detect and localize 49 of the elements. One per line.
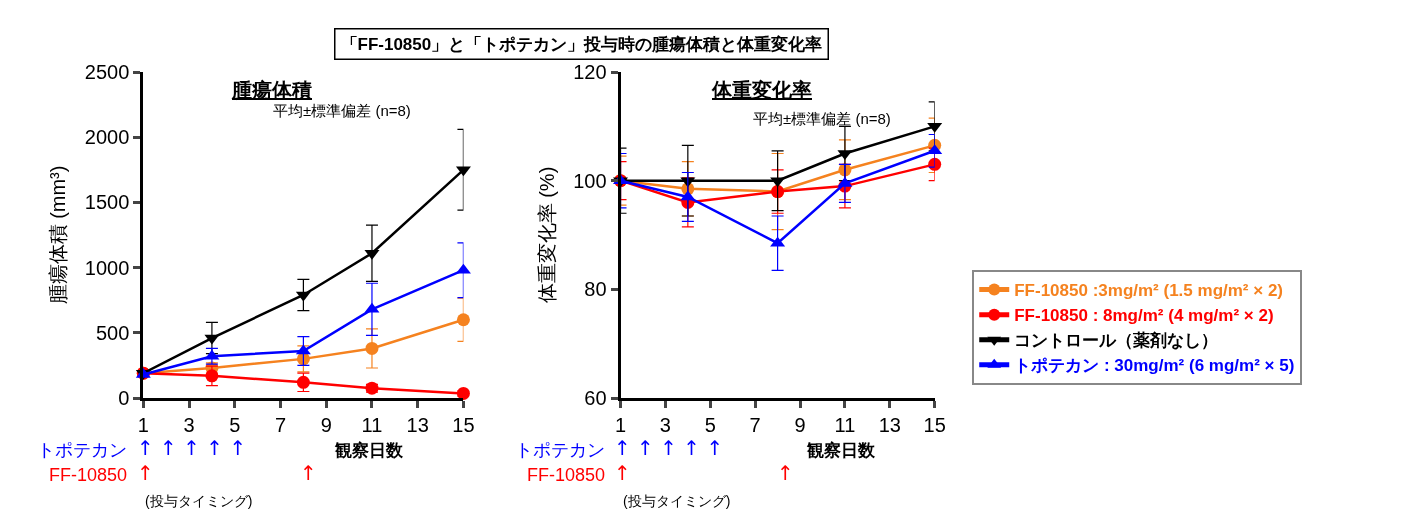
text: 平均±標準偏差 (n=8) <box>273 102 411 119</box>
text: トポテカン <box>37 440 127 460</box>
y-tick-label: 80 <box>584 278 607 301</box>
text: FF-10850 <box>49 465 128 485</box>
text: (投与タイミング) <box>623 493 731 509</box>
y-tick-label: 0 <box>118 387 130 409</box>
text: (投与タイミング) <box>145 493 253 509</box>
x-tick-label: 7 <box>749 414 761 436</box>
x-axis-title: 観察日数 <box>334 441 404 460</box>
x-tick-label: 1 <box>137 414 149 436</box>
x-tick-label: 9 <box>794 414 806 436</box>
x-tick-label: 11 <box>834 414 856 436</box>
x-tick-label: 5 <box>229 414 241 436</box>
legend-label: FF-10850 : 8mg/m² (4 mg/m² × 2) <box>1014 306 1274 326</box>
y-tick-label: 2500 <box>84 61 130 83</box>
x-tick-label: 3 <box>659 414 671 436</box>
text: ↑ ↑ <box>614 461 794 485</box>
y-tick-label: 60 <box>584 387 607 409</box>
x-tick-label: 11 <box>361 414 383 436</box>
text: 「FF-10850」と「トポテカン」投与時の腫瘍体積と体重変化率 <box>340 34 823 54</box>
x-tick-label: 5 <box>704 414 716 436</box>
y-tick-label: 1000 <box>84 256 130 279</box>
legend-label: コントロール（薬剤なし） <box>1014 331 1219 351</box>
y-tick-label: 1500 <box>84 191 130 214</box>
y-tick-label: 2000 <box>84 126 130 149</box>
chart-title: 体重変化率 <box>711 79 812 101</box>
x-tick-label: 3 <box>183 414 195 436</box>
legend-label: トポテカン : 30mg/m² (6 mg/m² × 5) <box>1014 356 1295 376</box>
x-tick-label: 13 <box>878 414 901 436</box>
chart-title: 腫瘍体積 <box>231 79 312 101</box>
y-axis-title: 腫瘍体積 (mm³) <box>47 165 70 305</box>
legend-label: FF-10850 :3mg/m² (1.5 mg/m² × 2) <box>1014 281 1284 301</box>
y-tick-label: 120 <box>573 61 607 83</box>
text: ↑ ↑ ↑ ↑ ↑ <box>137 436 247 460</box>
text: トポテカン <box>515 440 605 460</box>
x-tick-label: 1 <box>614 414 627 436</box>
x-tick-label: 7 <box>274 414 287 436</box>
text: 平均±標準偏差 (n=8) <box>753 110 891 127</box>
text: FF-10850 <box>527 465 606 485</box>
text: ↑ ↑ ↑ ↑ ↑ <box>614 436 724 460</box>
y-tick-label: 500 <box>95 321 130 344</box>
y-tick-label: 100 <box>573 169 607 192</box>
y-axis-title: 体重変化率 (%) <box>535 166 558 304</box>
x-tick-label: 13 <box>406 414 429 436</box>
x-tick-label: 15 <box>923 414 946 436</box>
text: ↑ ↑ <box>137 461 317 485</box>
x-tick-label: 15 <box>452 414 475 436</box>
x-tick-label: 9 <box>320 414 332 436</box>
x-axis-title: 観察日数 <box>806 441 876 460</box>
